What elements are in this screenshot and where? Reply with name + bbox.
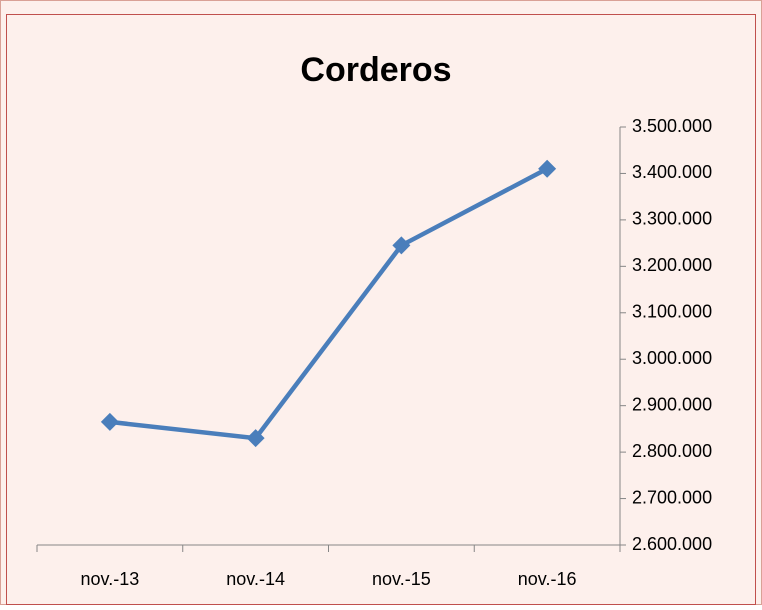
marker (538, 159, 557, 178)
series-line (109, 166, 549, 441)
y-tick-label: 2.900.000 (632, 394, 712, 414)
y-tick-label: 3.000.000 (632, 348, 712, 368)
y-tick-label: 2.600.000 (632, 534, 712, 554)
x-tick-label: nov.-16 (518, 569, 577, 589)
y-tick-label: 2.700.000 (632, 487, 712, 507)
chart-title: Corderos (300, 51, 451, 89)
y-tick-label: 3.400.000 (632, 162, 712, 182)
marker (392, 236, 411, 255)
y-tick-label: 3.500.000 (632, 116, 712, 136)
x-tick-label: nov.-14 (226, 569, 285, 589)
x-tick-label: nov.-15 (372, 569, 431, 589)
y-tick-label: 2.800.000 (632, 441, 712, 461)
x-tick-label: nov.-13 (81, 569, 140, 589)
y-tick-label: 3.100.000 (632, 302, 712, 322)
y-tick-label: 3.300.000 (632, 209, 712, 229)
marker (100, 412, 119, 431)
y-tick-label: 3.200.000 (632, 255, 712, 275)
chart-area (6, 14, 756, 605)
marker (246, 429, 265, 448)
